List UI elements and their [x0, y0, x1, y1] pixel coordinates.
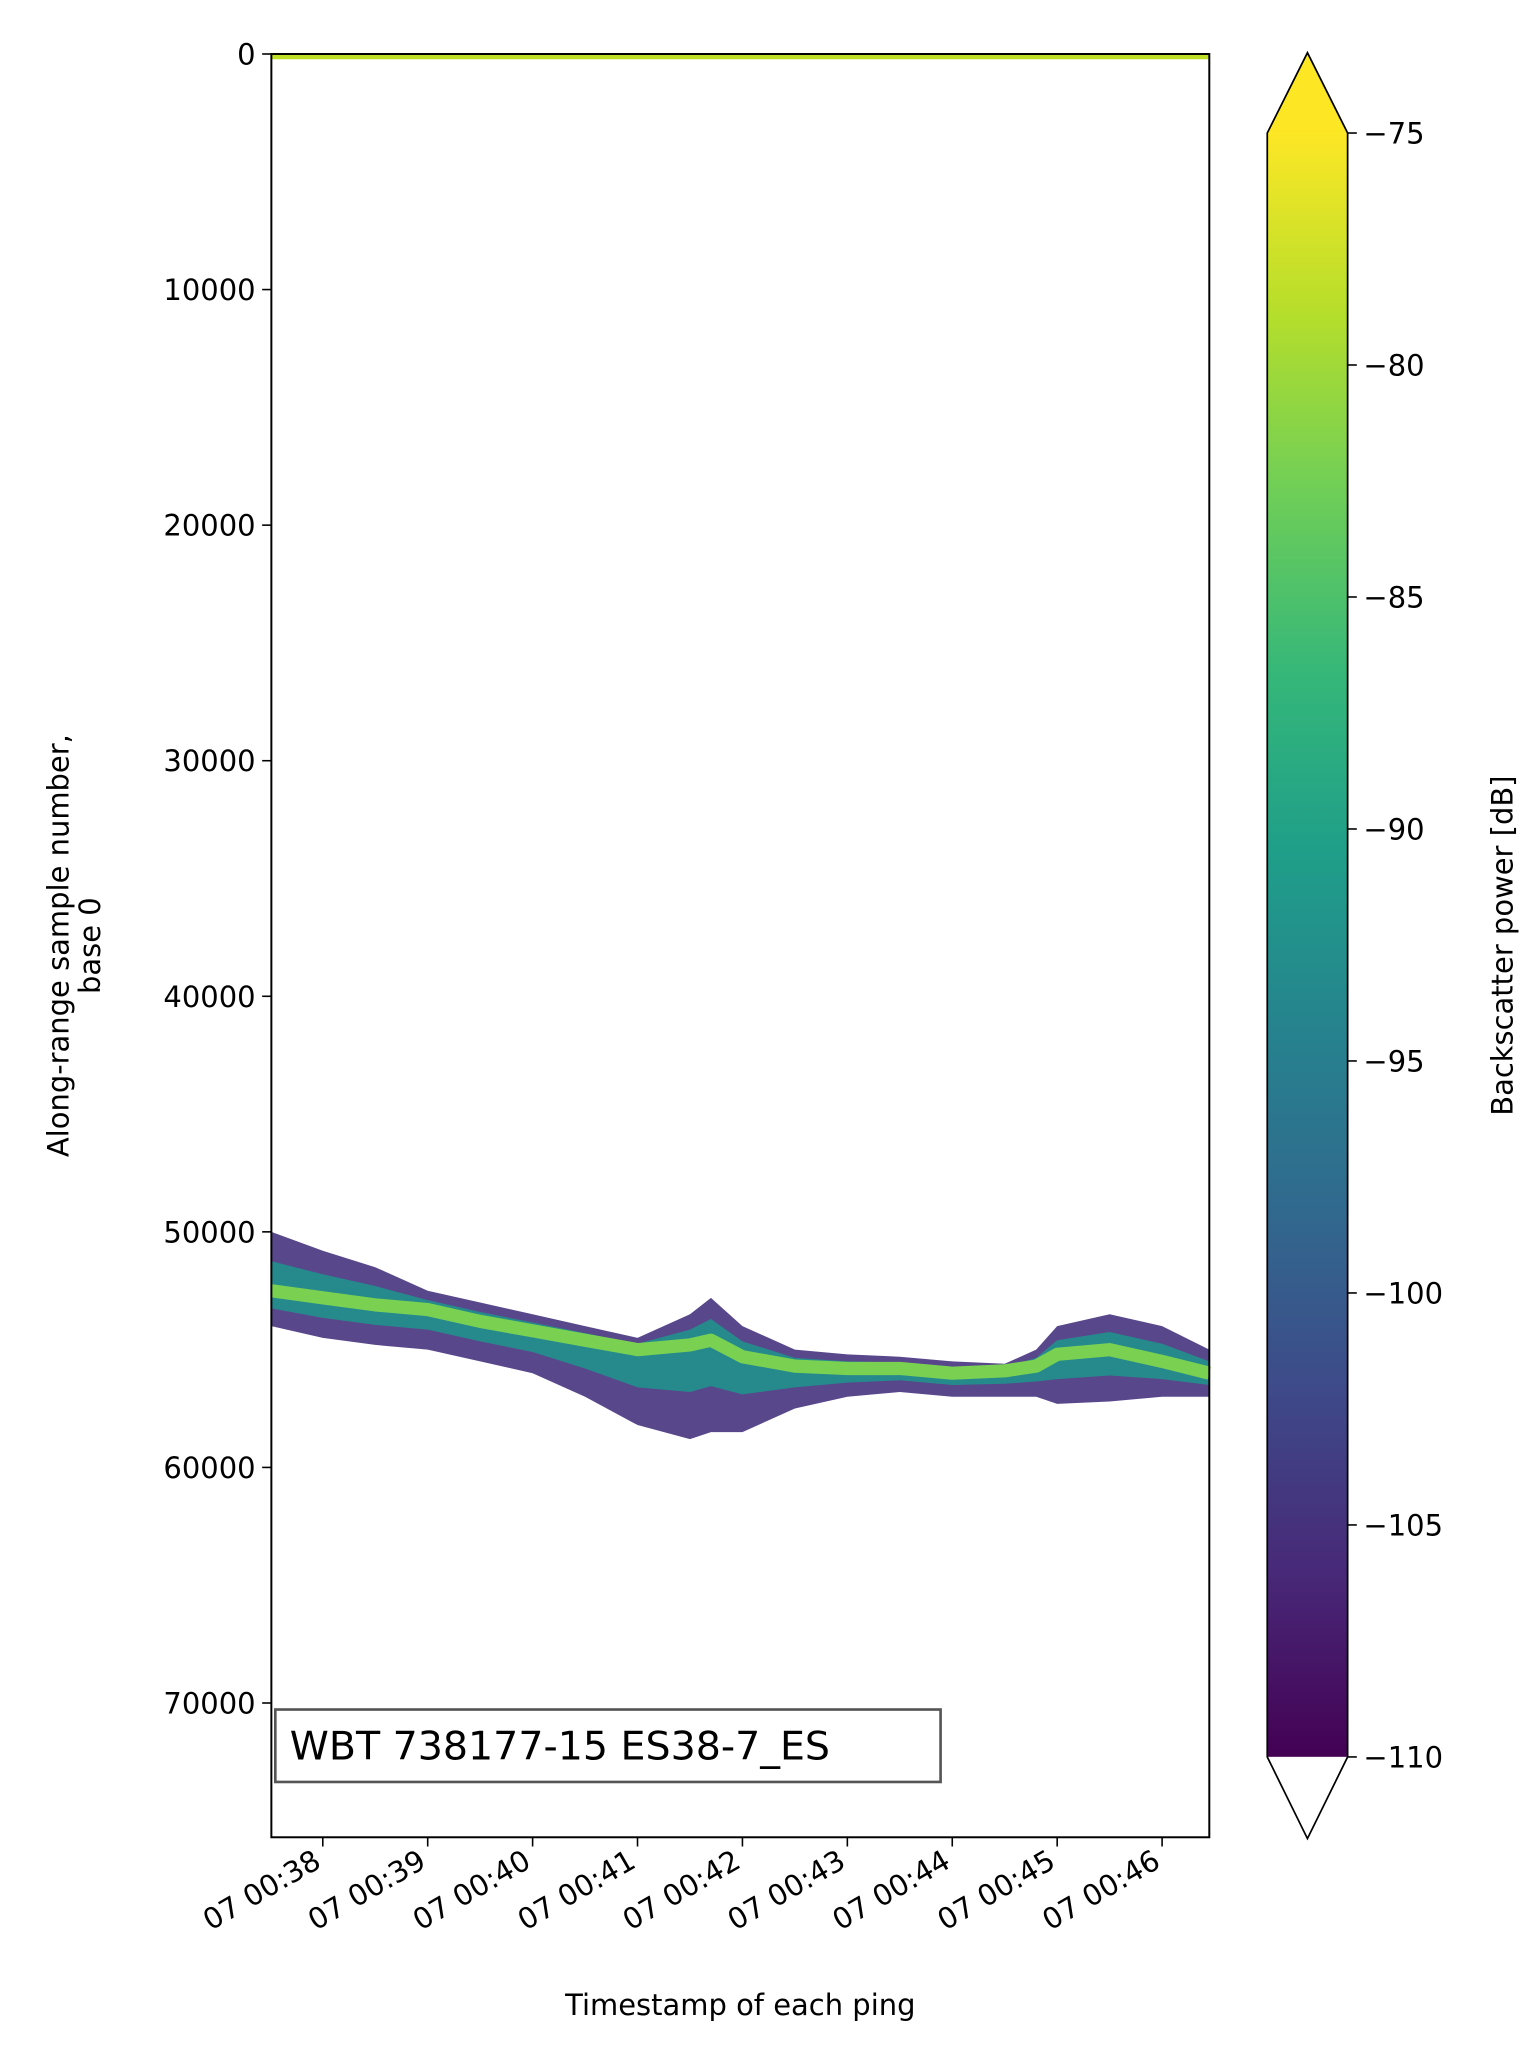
colorbar-tick-label: −110 [1363, 1740, 1443, 1774]
y-tick-label: 30000 [163, 744, 255, 778]
annotation: WBT 738177-15 ES38-7_ES [290, 1724, 830, 1770]
x-tick-label: 07 00:45 [931, 1843, 1060, 1937]
colorbar-label: Backscatter power [dB] [1485, 775, 1519, 1115]
y-tick-label: 60000 [163, 1451, 255, 1485]
y-axis-label: base 0 [73, 897, 107, 994]
x-tick-label: 07 00:46 [1036, 1843, 1165, 1937]
y-axis-label: Along-range sample number, [41, 734, 75, 1157]
colorbar-tick-label: −80 [1363, 349, 1424, 383]
y-tick-label: 0 [237, 38, 255, 72]
x-tick-label: 07 00:38 [197, 1843, 326, 1937]
colorbar-extend-under [1267, 1756, 1348, 1839]
plot-area [271, 53, 1210, 1838]
x-tick-label: 07 00:40 [407, 1843, 536, 1937]
surface-return [271, 53, 1210, 60]
y-tick-label: 70000 [163, 1687, 255, 1721]
colorbar-tick-label: −85 [1363, 581, 1424, 615]
y-tick-label: 10000 [163, 273, 255, 307]
y-tick-label: 20000 [163, 509, 255, 543]
colorbar-tick-label: −95 [1363, 1045, 1424, 1079]
colorbar-tick-label: −90 [1363, 813, 1424, 847]
x-tick-label: 07 00:41 [512, 1843, 641, 1937]
plot-frame [270, 53, 1211, 1839]
colorbar-tick-label: −100 [1363, 1276, 1443, 1310]
x-tick-label: 07 00:39 [302, 1843, 431, 1937]
colorbar-tick-label: −105 [1363, 1508, 1443, 1542]
annotation-box [274, 1708, 942, 1784]
x-tick-label: 07 00:44 [827, 1843, 956, 1937]
colorbar [1267, 133, 1348, 1757]
x-axis-label: Timestamp of each ping [564, 1988, 915, 2022]
bottom-core [270, 1284, 1211, 1380]
bottom-band [271, 1231, 1210, 1440]
x-tick-label: 07 00:43 [722, 1843, 851, 1937]
x-tick-label: 07 00:42 [617, 1843, 746, 1937]
y-tick-label: 50000 [163, 1215, 255, 1249]
bottom-band-inner [271, 1261, 1210, 1395]
colorbar-tick-label: −75 [1363, 117, 1424, 151]
y-tick-label: 40000 [163, 980, 255, 1014]
colorbar-extend-over [1267, 52, 1348, 134]
